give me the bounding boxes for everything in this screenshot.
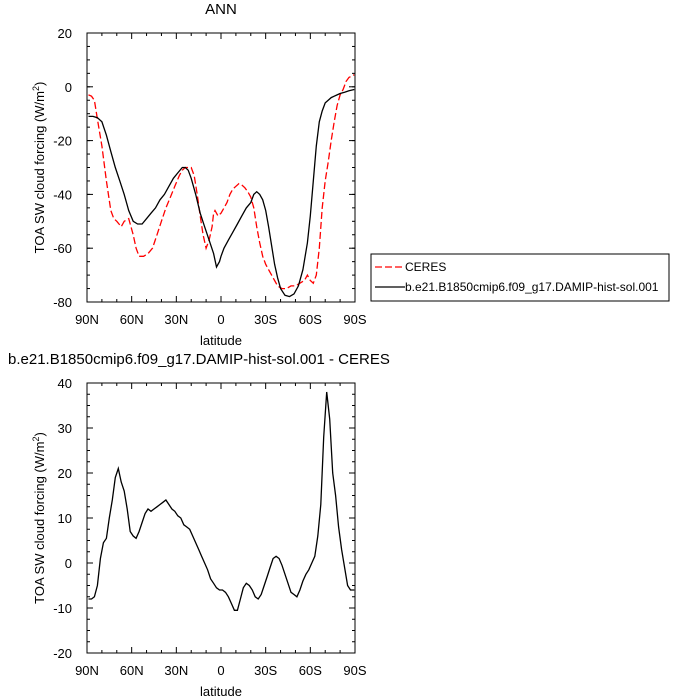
y-axis-title-end: )	[32, 432, 47, 436]
y-tick-label: 0	[65, 556, 72, 571]
x-axis-ticks: 90N 60N 30N 0 30S 60S 90S	[75, 33, 367, 327]
difference-line	[88, 391, 355, 611]
plot-area	[86, 32, 356, 303]
y-axis-title: TOA SW cloud forcing (W/m2)	[31, 82, 47, 254]
ceres-line	[88, 74, 355, 290]
x-axis-ticks: 90N 60N 30N 0 30S 60S 90S	[75, 383, 367, 678]
y-tick-label: -40	[53, 187, 72, 202]
y-tick-label: -80	[53, 295, 72, 310]
x-tick-label: 30N	[164, 663, 188, 678]
y-tick-label: 20	[58, 26, 72, 41]
x-tick-label: 60N	[120, 663, 144, 678]
chart-title: b.e21.B1850cmip6.f09_g17.DAMIP-hist-sol.…	[8, 351, 390, 368]
y-tick-label: -10	[53, 601, 72, 616]
x-tick-label: 90S	[343, 663, 366, 678]
x-tick-label: 0	[217, 663, 224, 678]
climatology-panel: ANN 90N 60N 30N 0 30S 60S 90S 200-20-40-60-80 …	[31, 1, 670, 348]
x-tick-label: 60S	[299, 663, 322, 678]
y-tick-label: 40	[58, 376, 72, 391]
legend-entry-ceres: CERES	[405, 260, 446, 274]
y-axis-ticks: 20 0 -20 -40 -60 -80	[53, 26, 355, 310]
legend: CERES b.e21.B1850cmip6.f09_g17.DAMIP-his…	[370, 253, 670, 302]
x-tick-label: 0	[217, 312, 224, 327]
x-axis-title: latitude	[200, 684, 242, 699]
y-tick-label: 0	[65, 80, 72, 95]
y-axis-title-end: )	[32, 82, 47, 86]
legend-box	[370, 253, 670, 302]
plot-area	[86, 382, 356, 654]
y-tick-label: -20	[53, 134, 72, 149]
y-axis-title-superscript: 2	[31, 86, 41, 91]
series-group	[88, 74, 355, 298]
plot-frame	[86, 382, 356, 654]
x-tick-label: 90S	[343, 312, 366, 327]
x-tick-label: 30S	[254, 312, 277, 327]
y-tick-label: 10	[58, 511, 72, 526]
y-tick-label: 30	[58, 421, 72, 436]
difference-panel: b.e21.B1850cmip6.f09_g17.DAMIP-hist-sol.…	[8, 351, 390, 699]
x-tick-label: 60S	[299, 312, 322, 327]
y-axis-ticks: 40 30 20 10 0 -10 -20	[53, 376, 355, 661]
y-axis-title-main: TOA SW cloud forcing (W/m	[32, 91, 47, 253]
y-tick-label: -60	[53, 241, 72, 256]
x-tick-label: 90N	[75, 312, 99, 327]
x-tick-label: 90N	[75, 663, 99, 678]
x-tick-label: 30N	[164, 312, 188, 327]
x-axis-title: latitude	[200, 333, 242, 348]
legend-entry-model: b.e21.B1850cmip6.f09_g17.DAMIP-hist-sol.…	[405, 280, 659, 294]
y-tick-label: -20	[53, 646, 72, 661]
x-tick-label: 60N	[120, 312, 144, 327]
y-axis-title-superscript: 2	[31, 437, 41, 442]
x-tick-label: 30S	[254, 663, 277, 678]
chart-title: ANN	[205, 1, 237, 18]
y-tick-label: 20	[58, 466, 72, 481]
y-axis-title: TOA SW cloud forcing (W/m2)	[31, 432, 47, 604]
series-group	[88, 391, 355, 611]
y-axis-title-main: TOA SW cloud forcing (W/m	[32, 442, 47, 604]
model-line	[88, 88, 355, 298]
